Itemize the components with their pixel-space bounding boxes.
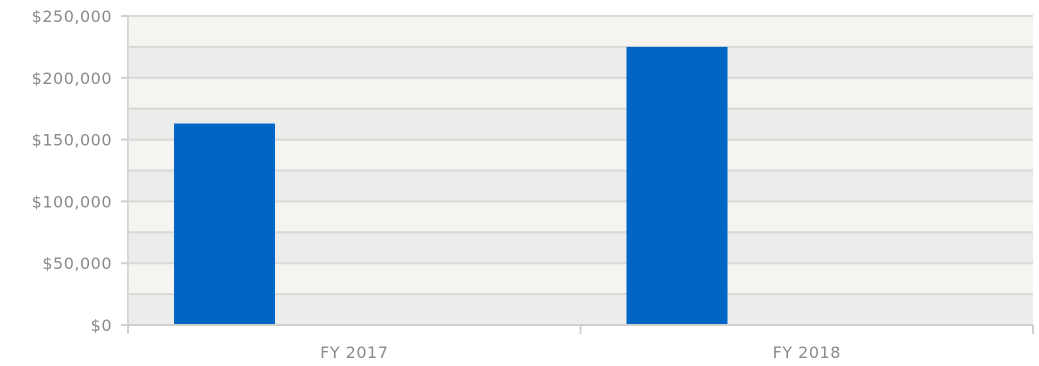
y-tick-label: $0: [91, 316, 112, 335]
plot-band: [128, 294, 1033, 325]
x-axis-tick-labels: FY 2017 FY 2018: [320, 343, 841, 362]
plot-band: [128, 108, 1033, 140]
y-axis-tick-labels: $0 $50,000 $100,000 $150,000 $200,000 $250,00…: [32, 7, 112, 335]
x-tick-label: FY 2017: [320, 343, 388, 362]
plot-band: [128, 263, 1033, 295]
plot-band: [128, 201, 1033, 233]
bar-fy-2018: [626, 46, 728, 326]
plot-band: [128, 46, 1033, 78]
y-tick-label: $150,000: [32, 131, 112, 150]
y-tick-label: $100,000: [32, 192, 112, 211]
x-tick-label: FY 2018: [773, 343, 841, 362]
bars: [174, 46, 728, 326]
y-tick-label: $200,000: [32, 69, 112, 88]
axes: [121, 15, 1034, 334]
plot-band: [128, 139, 1033, 171]
plot-band: [128, 16, 1033, 47]
bar-fy-2017: [174, 123, 275, 325]
plot-band: [128, 77, 1033, 109]
plot-background-bands: [128, 16, 1033, 325]
plot-band: [128, 170, 1033, 202]
gridlines: [128, 15, 1033, 296]
y-tick-label: $50,000: [42, 254, 112, 273]
y-tick-label: $250,000: [32, 7, 112, 26]
plot-band: [128, 232, 1033, 264]
